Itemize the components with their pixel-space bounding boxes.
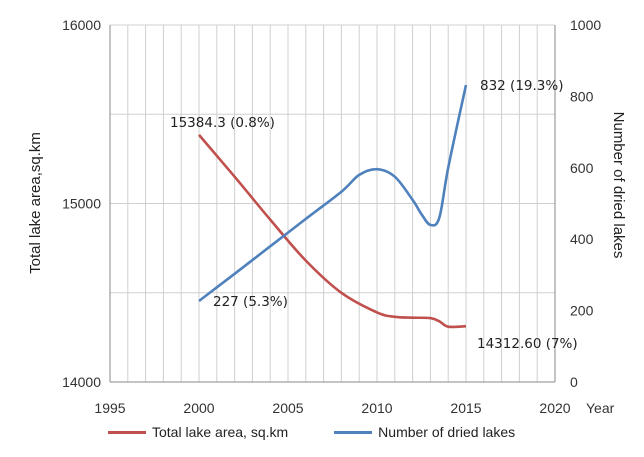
- x-tick-label: 2010: [361, 400, 392, 416]
- y-ticks: 14000 15000 16000: [62, 17, 101, 390]
- x-tick-label: 2005: [272, 400, 303, 416]
- y-axis-title: Total lake area,sq.km: [27, 132, 44, 274]
- x-tick-label: 2000: [183, 400, 214, 416]
- data-label: 14312.60 (7%): [477, 336, 578, 352]
- x-ticks: 1995 2000 2005 2010 2015 2020: [94, 400, 570, 416]
- y-tick-label: 14000: [62, 374, 101, 390]
- y2-tick-label: 1000: [570, 17, 601, 33]
- data-label: 832 (19.3%): [480, 78, 563, 94]
- x-tick-label: 1995: [94, 400, 125, 416]
- legend-item-dried-lakes: Number of dried lakes: [334, 424, 515, 440]
- y2-tick-label: 800: [570, 88, 594, 104]
- legend-swatch-lake-area: [108, 430, 146, 434]
- series-line-dried-lakes: [198, 84, 468, 303]
- legend-label-lake-area: Total lake area, sq.km: [152, 424, 289, 440]
- data-label: 227 (5.3%): [213, 294, 288, 310]
- series-line-lake-area: [198, 134, 467, 329]
- y2-tick-label: 400: [570, 231, 594, 247]
- grid: [109, 24, 556, 383]
- y2-axis-title: Number of dried lakes: [610, 112, 627, 259]
- data-label: 15384.3 (0.8%): [170, 115, 275, 131]
- y2-tick-label: 600: [570, 160, 594, 176]
- axes: [109, 25, 556, 383]
- x-tick-label: 2015: [450, 400, 481, 416]
- y2-tick-label: 0: [570, 374, 578, 390]
- y2-ticks: 0 200 400 600 800 1000: [570, 17, 601, 390]
- annotations: 15384.3 (0.8%) 227 (5.3%) 832 (19.3%) 14312…: [170, 78, 578, 352]
- series-lines: [198, 84, 468, 329]
- legend: Total lake area, sq.km Number of dried l…: [108, 424, 515, 440]
- x-axis-title: Year: [586, 400, 615, 416]
- legend-label-dried-lakes: Number of dried lakes: [378, 424, 516, 440]
- y2-tick-label: 200: [570, 303, 594, 319]
- legend-swatch-dried-lakes: [334, 430, 373, 434]
- y-tick-label: 15000: [62, 196, 101, 212]
- legend-item-lake-area: Total lake area, sq.km: [108, 424, 288, 440]
- x-tick-label: 2020: [539, 400, 570, 416]
- y-tick-label: 16000: [62, 17, 101, 33]
